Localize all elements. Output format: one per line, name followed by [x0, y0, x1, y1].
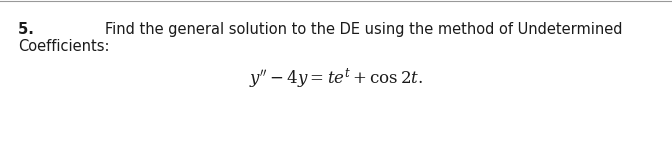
- Text: 5.: 5.: [18, 22, 37, 37]
- Text: $y'' - 4y = te^t + \cos 2t.$: $y'' - 4y = te^t + \cos 2t.$: [249, 66, 423, 90]
- Text: Coefficients:: Coefficients:: [18, 39, 110, 54]
- Text: Find the general solution to the DE using the method of Undetermined: Find the general solution to the DE usin…: [105, 22, 622, 37]
